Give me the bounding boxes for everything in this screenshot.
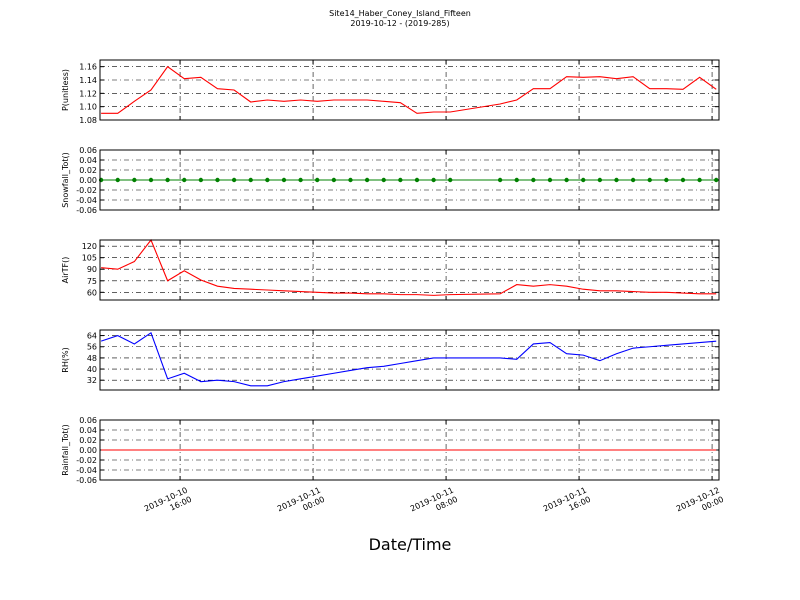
series-marker — [647, 177, 652, 183]
y-tick-label: 0.04 — [79, 426, 97, 435]
series-marker — [364, 177, 370, 183]
y-tick-label: 1.16 — [79, 63, 97, 72]
series-marker — [298, 177, 303, 183]
y-tick-label: -0.02 — [76, 456, 97, 465]
y-tick-label: 64 — [87, 332, 97, 341]
series-marker — [630, 177, 636, 183]
y-tick-label: 1.12 — [79, 89, 97, 98]
series-marker — [531, 177, 536, 183]
panel-frame — [99, 59, 720, 121]
series-marker — [115, 177, 120, 183]
x-tick-label: 2019-10-1016:00 — [143, 486, 193, 523]
panel-frame — [99, 149, 720, 211]
series-line — [101, 238, 717, 296]
series-marker — [614, 177, 619, 183]
series-marker — [165, 177, 170, 183]
y-tick-label: 120 — [82, 242, 97, 251]
series-marker — [198, 177, 204, 183]
series-marker — [431, 177, 436, 183]
series-marker — [148, 177, 154, 183]
series-marker — [315, 177, 320, 183]
y-tick-label: 32 — [87, 376, 97, 385]
y-axis-label: Rainfall_Tot() — [61, 424, 70, 476]
series-marker — [381, 177, 386, 183]
x-tick-label: 2019-10-1108:00 — [409, 486, 459, 523]
y-tick-label: 48 — [87, 354, 97, 363]
y-axis-label: P(unitless) — [61, 69, 70, 111]
y-tick-label: 1.08 — [79, 116, 97, 125]
series-marker — [564, 177, 569, 183]
y-tick-label: 90 — [87, 265, 97, 274]
y-tick-label: -0.04 — [76, 196, 97, 205]
y-axis-label: RH(%) — [61, 347, 70, 372]
series-marker — [265, 177, 270, 183]
chart-title: Site14_Haber_Coney_Island_Fifteen — [329, 9, 471, 18]
panel-frame — [99, 419, 720, 481]
y-tick-label: 0.06 — [79, 146, 97, 155]
y-tick-label: -0.02 — [76, 186, 97, 195]
y-axis-label: AirTF() — [61, 257, 70, 284]
series-marker — [697, 177, 702, 183]
series-marker — [597, 177, 603, 183]
series-marker — [514, 177, 519, 183]
series-marker — [664, 177, 669, 183]
y-tick-label: 0.04 — [79, 156, 97, 165]
y-tick-label: -0.04 — [76, 466, 97, 475]
series-line — [101, 65, 717, 114]
y-tick-label: 105 — [82, 254, 97, 263]
y-tick-label: 0.00 — [79, 176, 97, 185]
y-tick-label: 75 — [87, 277, 97, 286]
series-marker — [398, 177, 403, 183]
series-marker — [215, 177, 220, 183]
y-tick-label: 60 — [87, 288, 97, 297]
series-line — [100, 331, 717, 387]
series-marker — [248, 177, 253, 183]
x-tick-label: 2019-10-1116:00 — [542, 486, 592, 523]
series-marker — [348, 177, 353, 183]
y-axis-label: Snowfall_Tot() — [61, 152, 70, 208]
panel-frame — [99, 239, 720, 301]
series-marker — [680, 177, 686, 183]
y-tick-label: 0.02 — [79, 166, 97, 175]
y-tick-label: -0.06 — [76, 206, 97, 215]
series-marker — [132, 177, 137, 183]
series-marker — [231, 177, 237, 183]
series-marker — [182, 177, 187, 183]
y-tick-label: 40 — [87, 365, 97, 374]
y-tick-label: 1.14 — [79, 76, 97, 85]
x-tick-label: 2019-10-1200:00 — [675, 486, 725, 523]
y-tick-label: 56 — [87, 343, 97, 352]
series-marker — [281, 177, 287, 183]
series-marker — [448, 177, 453, 183]
series-marker — [497, 177, 503, 183]
series-marker — [547, 177, 553, 183]
y-tick-label: 0.06 — [79, 416, 97, 425]
x-axis-label: Date/Time — [369, 535, 452, 554]
y-tick-label: 0.00 — [79, 446, 97, 455]
panel-frame — [99, 329, 720, 391]
series-marker — [331, 177, 337, 183]
x-tick-label: 2019-10-1100:00 — [276, 486, 326, 523]
series-marker — [581, 177, 586, 183]
series-marker — [714, 177, 719, 183]
y-tick-label: -0.06 — [76, 476, 97, 485]
y-tick-label: 1.10 — [79, 103, 97, 112]
series-marker — [414, 177, 420, 183]
chart-subtitle: 2019-10-12 - (2019-285) — [350, 19, 449, 28]
y-tick-label: 0.02 — [79, 436, 97, 445]
